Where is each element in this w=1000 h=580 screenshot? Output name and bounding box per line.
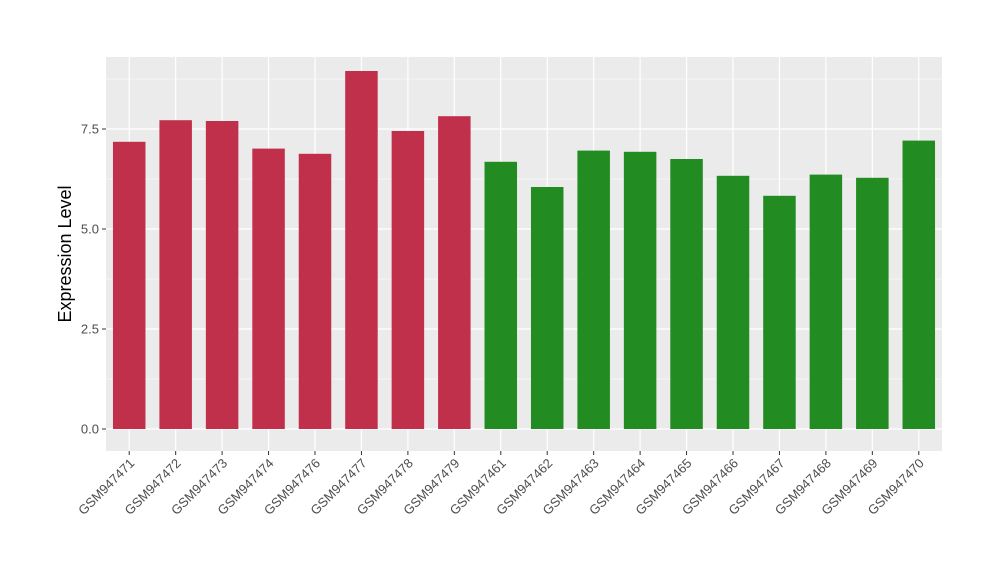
bar-GSM947473 [205, 121, 239, 429]
y-axis: 0.0 2.5 5.0 7.5 [81, 122, 106, 437]
bar-GSM947477 [345, 71, 378, 429]
bar-GSM947465 [670, 159, 703, 429]
x-axis: GSM947471GSM947472GSM947473GSM947474GSM9… [75, 451, 927, 518]
y-tick-label: 7.5 [81, 122, 99, 137]
bar-GSM947464 [623, 151, 657, 430]
plot-panel [106, 57, 942, 451]
y-tick-label: 2.5 [81, 322, 99, 337]
bar-GSM947469 [856, 177, 889, 429]
bar-GSM947463 [577, 150, 610, 429]
bar-GSM947476 [298, 153, 332, 430]
y-tick-label: 5.0 [81, 222, 99, 237]
bar-GSM947470 [902, 140, 936, 429]
bar-GSM947461 [484, 161, 518, 430]
bar-GSM947468 [809, 174, 843, 429]
y-axis-label: Expression Level [55, 185, 75, 322]
bar-GSM947474 [252, 148, 285, 429]
bar-GSM947462 [530, 187, 564, 429]
bar-GSM947466 [716, 175, 750, 429]
bar-GSM947471 [112, 141, 146, 430]
y-tick-label: 0.0 [81, 422, 99, 437]
bar-GSM947472 [159, 120, 192, 429]
bar-GSM947467 [763, 195, 796, 429]
bar-GSM947478 [391, 131, 425, 429]
bar-GSM947479 [438, 116, 471, 429]
bars [112, 71, 936, 430]
